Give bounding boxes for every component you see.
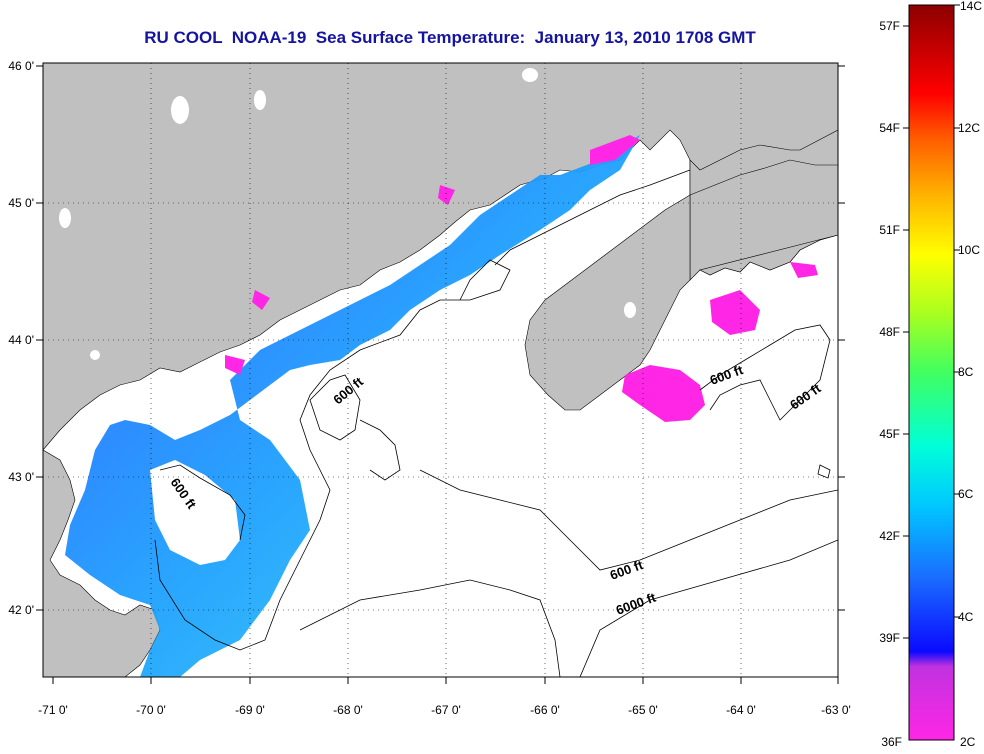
colorbar-c-label: 8C [958, 365, 974, 379]
lakes [59, 68, 636, 360]
colorbar-f-label: 51F [879, 223, 900, 237]
colorbar-f-label: 42F [879, 529, 900, 543]
sst-coldest-patches [225, 135, 818, 422]
lon-tick-label: -64 0' [726, 703, 756, 717]
colorbar-c-label: 12C [958, 121, 980, 135]
lat-tick-label: 44 0' [8, 333, 34, 347]
lon-tick-label: -63 0' [821, 703, 851, 717]
colorbar-c-label: 10C [958, 243, 980, 257]
lat-tick-label: 43 0' [8, 470, 34, 484]
lat-tick-label: 46 0' [8, 59, 34, 73]
lon-tick-label: -66 0' [530, 703, 560, 717]
longitude-labels: -71 0' -70 0' -69 0' -68 0' -67 0' -66 0… [38, 703, 851, 717]
lon-tick-label: -71 0' [38, 703, 68, 717]
colorbar-f-label: 48F [879, 325, 900, 339]
lon-tick-label: -65 0' [628, 703, 658, 717]
colorbar-f-label: 36F [881, 735, 902, 749]
lat-tick-label: 45 0' [8, 196, 34, 210]
lat-tick-label: 42 0' [8, 603, 34, 617]
colorbar-celsius-labels: 14C 12C 10C 8C 6C 4C 2C [958, 0, 982, 749]
colorbar-fahrenheit-labels: 57F 54F 51F 48F 45F 42F 39F 36F [879, 19, 902, 749]
colorbar [908, 4, 955, 741]
colorbar-c-label: 2C [960, 735, 976, 749]
lon-tick-label: -69 0' [235, 703, 265, 717]
land-nova-scotia [524, 63, 838, 411]
colorbar-c-label: 4C [958, 610, 974, 624]
axis-tick-marks [36, 65, 845, 684]
colorbar-ticks [903, 4, 960, 639]
lon-tick-label: -70 0' [136, 703, 166, 717]
colorbar-c-label: 14C [960, 0, 982, 13]
colorbar-c-label: 6C [958, 487, 974, 501]
sst-inner-white-patch [150, 460, 240, 565]
bathymetry-contours [154, 169, 838, 677]
colorbar-f-label: 57F [879, 19, 900, 33]
map-frame [42, 62, 839, 678]
lon-tick-label: -68 0' [333, 703, 363, 717]
colorbar-f-label: 45F [879, 427, 900, 441]
map-title: RU COOL NOAA-19 Sea Surface Temperature:… [144, 28, 756, 47]
colorbar-f-label: 39F [879, 631, 900, 645]
lon-tick-label: -67 0' [431, 703, 461, 717]
land-cape-cod [43, 449, 161, 677]
latitude-labels: 46 0' 45 0' 44 0' 43 0' 42 0' [8, 59, 34, 617]
colorbar-f-label: 54F [879, 121, 900, 135]
